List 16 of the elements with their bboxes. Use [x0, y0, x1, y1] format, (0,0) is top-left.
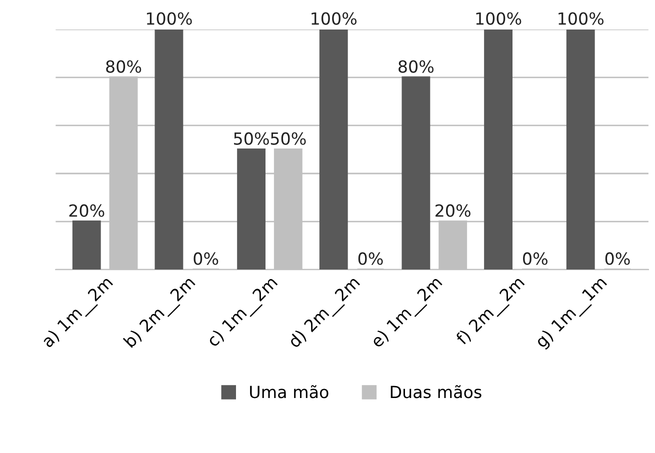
data-label: 100% [558, 12, 604, 25]
data-label: 100% [312, 12, 357, 25]
data-label: 50% [234, 132, 269, 145]
data-label: 100% [146, 12, 192, 25]
legend-label: Duas mãos [390, 385, 482, 398]
data-label: 80% [106, 60, 142, 73]
data-label: 0% [605, 252, 630, 265]
data-label: 80% [398, 60, 434, 73]
legend-label: Uma mão [250, 385, 328, 398]
data-label: 20% [69, 204, 104, 217]
data-label: 20% [436, 204, 470, 217]
data-label: 0% [523, 252, 548, 265]
data-label: 50% [270, 132, 306, 145]
data-label: 0% [358, 252, 383, 265]
data-label: 0% [194, 252, 218, 265]
data-label: 100% [476, 12, 522, 25]
